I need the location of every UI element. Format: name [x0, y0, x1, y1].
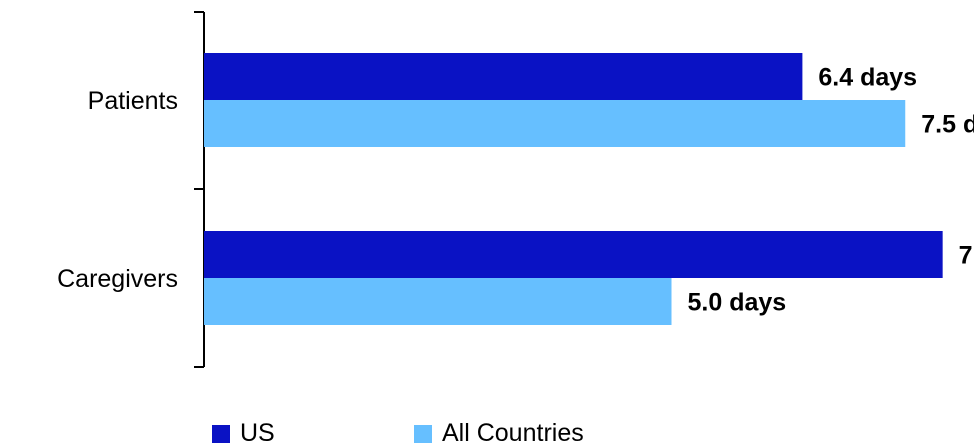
bar-patients-us	[204, 53, 803, 100]
data-label-caregivers-us: 7.9 days	[959, 242, 974, 270]
category-label-caregivers: Caregivers	[57, 265, 178, 293]
category-label-patients: Patients	[88, 87, 178, 115]
legend-swatch-us	[212, 425, 230, 443]
bars	[204, 53, 943, 325]
legend-label-all-countries: All Countries	[442, 419, 584, 444]
legend: US All Countries	[212, 419, 584, 444]
data-label-patients-us: 6.4 days	[818, 64, 917, 92]
data-label-patients-all-countries: 7.5 days	[921, 111, 974, 139]
legend-label-us: US	[240, 419, 275, 444]
data-label-caregivers-all-countries: 5.0 days	[688, 289, 787, 317]
bar-caregivers-us	[204, 231, 943, 278]
bar-patients-all-countries	[204, 100, 906, 147]
category-labels: Patients Caregivers	[57, 87, 178, 293]
legend-swatch-all-countries	[414, 425, 432, 443]
bar-caregivers-all-countries	[204, 278, 672, 325]
